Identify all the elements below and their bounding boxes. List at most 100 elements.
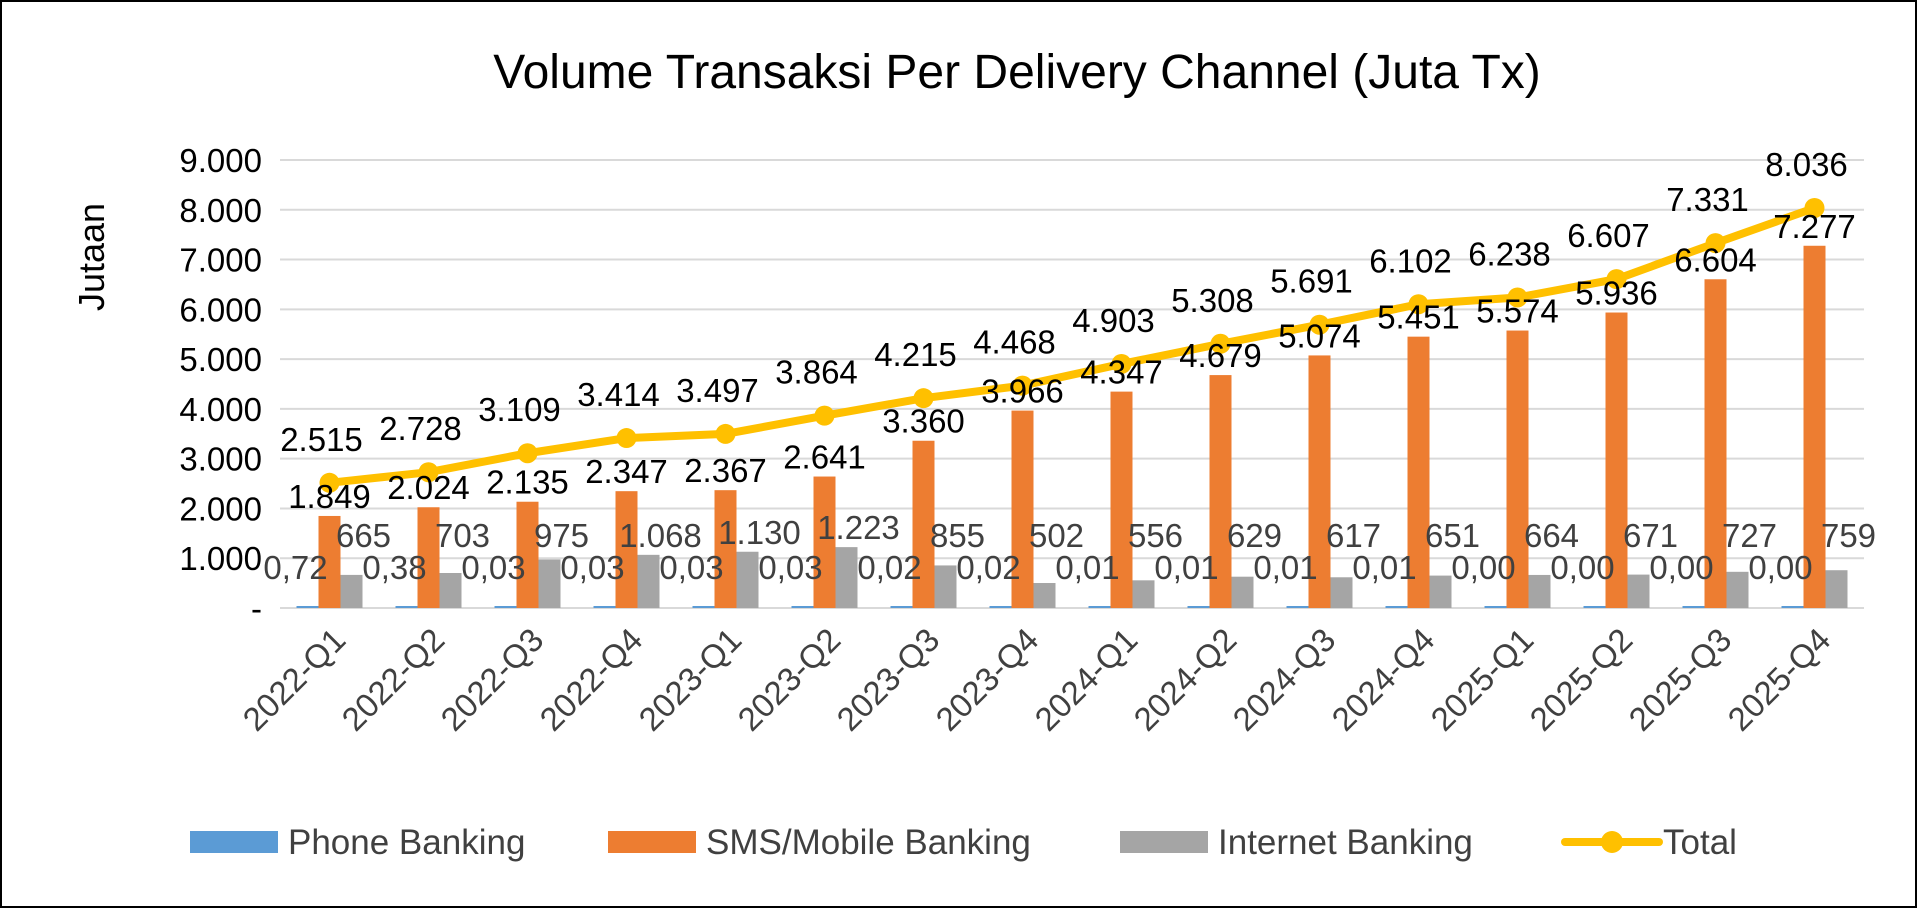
x-tick-label-4: 2023-Q1 (631, 621, 748, 738)
data-label-internet-banking-12: 664 (1524, 517, 1579, 554)
total-point-4 (715, 423, 736, 444)
bar-sms-mobile-banking-0 (318, 515, 341, 608)
legend-swatch-internet-banking (1120, 831, 1208, 853)
data-label-total-2: 3.109 (478, 391, 561, 428)
bar-phone-banking-1 (395, 606, 418, 608)
data-label-internet-banking-0: 665 (336, 517, 391, 554)
x-tick-label-10: 2024-Q3 (1225, 621, 1342, 738)
bar-internet-banking-14 (1726, 571, 1749, 608)
data-label-internet-banking-14: 727 (1722, 517, 1777, 554)
bar-internet-banking-9 (1231, 576, 1254, 608)
data-label-total-8: 4.903 (1072, 302, 1155, 339)
data-label-internet-banking-13: 671 (1623, 517, 1678, 554)
bar-sms-mobile-banking-6 (912, 440, 935, 608)
data-label-internet-banking-4: 1.130 (718, 514, 801, 551)
y-tick-label-8: 8.000 (179, 192, 262, 229)
data-label-total-14: 7.331 (1666, 181, 1749, 218)
bar-sms-mobile-banking-13 (1605, 312, 1628, 608)
legend-label-internet-banking: Internet Banking (1218, 823, 1473, 862)
bar-phone-banking-4 (692, 606, 715, 608)
legend: Phone Banking SMS/Mobile Banking Internet … (190, 823, 1737, 862)
bar-sms-mobile-banking-4 (714, 490, 737, 608)
total-point-10 (1309, 314, 1330, 335)
bar-phone-banking-6 (890, 606, 913, 608)
bar-internet-banking-1 (439, 573, 462, 608)
y-tick-label-3: 3.000 (179, 441, 262, 478)
data-label-sms-mobile-banking-7: 3.966 (981, 373, 1064, 410)
data-label-total-15: 8.036 (1765, 146, 1848, 183)
bar-sms-mobile-banking-5 (813, 476, 836, 608)
total-point-14 (1705, 233, 1726, 254)
y-tick-label-7: 7.000 (179, 242, 262, 279)
total-point-3 (616, 428, 637, 449)
bar-sms-mobile-banking-14 (1704, 279, 1727, 608)
data-label-internet-banking-15: 759 (1821, 517, 1876, 554)
total-point-5 (814, 405, 835, 426)
data-label-sms-mobile-banking-3: 2.347 (585, 453, 668, 490)
total-point-2 (517, 443, 538, 464)
data-labels: 0,72 0,38 0,03 0,03 0,03 0,03 0,02 0,02 0,01 0,01… (263, 146, 1876, 586)
total-series-line (325, 203, 1819, 487)
data-label-sms-mobile-banking-13: 5.936 (1575, 275, 1658, 312)
bar-sms-mobile-banking-12 (1506, 330, 1529, 608)
bar-phone-banking-2 (494, 606, 517, 608)
data-label-phone-banking-6: 0,02 (857, 549, 921, 586)
x-tick-labels: 2022-Q12022-Q22022-Q32022-Q42023-Q12023-… (235, 621, 1837, 738)
bar-internet-banking-11 (1429, 575, 1452, 608)
bar-phone-banking-7 (989, 606, 1012, 608)
bar-sms-mobile-banking-3 (615, 491, 638, 608)
data-label-phone-banking-12: 0,00 (1451, 549, 1515, 586)
bar-internet-banking-4 (736, 551, 759, 608)
bar-sms-mobile-banking-10 (1308, 355, 1331, 608)
data-label-phone-banking-9: 0,01 (1154, 549, 1218, 586)
data-label-sms-mobile-banking-15: 7.277 (1773, 208, 1856, 245)
bar-sms-mobile-banking-8 (1110, 391, 1133, 608)
data-label-phone-banking-0: 0,72 (263, 549, 327, 586)
y-tick-label-6: 6.000 (179, 291, 262, 328)
data-label-sms-mobile-banking-2: 2.135 (486, 464, 569, 501)
data-label-internet-banking-3: 1.068 (619, 517, 702, 554)
total-point-6 (913, 388, 934, 409)
bar-phone-banking-0 (296, 606, 319, 608)
data-label-internet-banking-11: 651 (1425, 517, 1480, 554)
legend-label-total: Total (1663, 823, 1737, 862)
x-tick-label-13: 2025-Q2 (1522, 621, 1639, 738)
bar-internet-banking-5 (835, 547, 858, 608)
data-label-internet-banking-6: 855 (930, 517, 985, 554)
data-label-internet-banking-10: 617 (1326, 517, 1381, 554)
y-tick-label-1: 1.000 (179, 540, 262, 577)
data-label-sms-mobile-banking-12: 5.574 (1476, 293, 1559, 330)
x-tick-label-7: 2023-Q4 (928, 621, 1045, 738)
bar-phone-banking-5 (791, 606, 814, 608)
y-tick-label-2: 2.000 (179, 490, 262, 527)
data-label-phone-banking-2: 0,03 (461, 549, 525, 586)
bar-sms-mobile-banking-9 (1209, 375, 1232, 608)
x-tick-label-11: 2024-Q4 (1324, 621, 1441, 738)
y-tick-labels: - 1.000 2.000 3.000 4.000 5.000 6.000 7.000 8.00… (179, 142, 262, 627)
total-point-0 (319, 472, 340, 493)
data-label-sms-mobile-banking-0: 1.849 (288, 478, 371, 515)
bar-phone-banking-8 (1088, 606, 1111, 608)
bar-sms-mobile-banking-2 (516, 501, 539, 608)
total-point-1 (418, 462, 439, 483)
x-tick-label-6: 2023-Q3 (829, 621, 946, 738)
x-tick-label-9: 2024-Q2 (1126, 621, 1243, 738)
bar-internet-banking-15 (1825, 570, 1848, 608)
x-tick-label-3: 2022-Q4 (532, 621, 649, 738)
bar-phone-banking-15 (1781, 606, 1804, 608)
bars (296, 245, 1848, 609)
legend-label-phone-banking: Phone Banking (288, 823, 525, 862)
total-line (319, 197, 1825, 493)
grid-lines (280, 159, 1864, 609)
total-point-13 (1606, 269, 1627, 290)
data-label-sms-mobile-banking-5: 2.641 (783, 439, 866, 476)
data-label-total-12: 6.238 (1468, 235, 1551, 272)
data-label-phone-banking-4: 0,03 (659, 549, 723, 586)
y-tick-label-4: 4.000 (179, 391, 262, 428)
data-label-sms-mobile-banking-9: 4.679 (1179, 337, 1262, 374)
bar-internet-banking-0 (340, 574, 363, 608)
data-label-internet-banking-1: 703 (435, 517, 490, 554)
legend-label-sms-mobile-banking: SMS/Mobile Banking (706, 823, 1031, 862)
data-label-phone-banking-11: 0,01 (1352, 549, 1416, 586)
bar-internet-banking-7 (1033, 583, 1056, 608)
